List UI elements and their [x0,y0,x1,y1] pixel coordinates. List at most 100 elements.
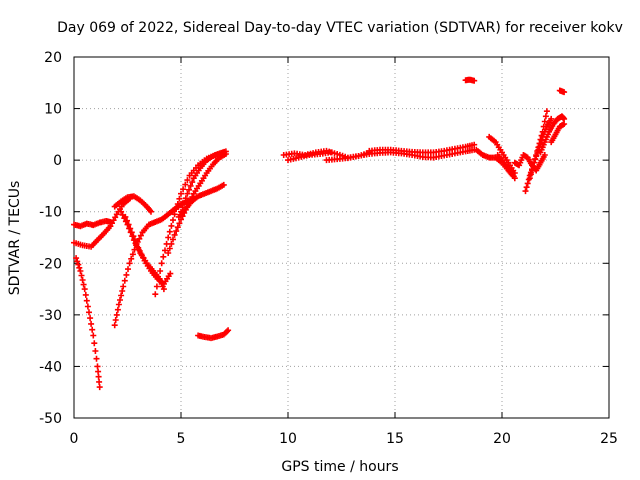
data-point [176,220,183,227]
data-point [165,250,172,256]
data-point [548,115,555,122]
y-tick-label: 10 [44,102,62,118]
y-tick-label: -10 [39,205,62,221]
data-point [471,77,478,84]
data-point [124,217,130,224]
data-point [543,108,550,115]
data-point [76,264,83,271]
data-point [160,253,167,260]
data-point [174,224,181,231]
data-point [225,327,232,334]
data-point [522,188,529,195]
data-point [112,317,119,323]
data-point [123,271,130,278]
data-point [86,309,92,316]
data-point [529,167,535,174]
data-point [167,270,174,277]
data-point [157,268,164,274]
data-point [180,186,187,193]
data-point [128,255,135,262]
data-point [524,180,531,187]
x-tick-label: 20 [493,431,511,447]
data-point [120,283,127,290]
data-point [189,179,196,186]
data-point [170,217,176,224]
data-point [122,213,129,220]
data-point [534,148,541,155]
y-tick-label: -50 [39,411,62,427]
data-point [176,195,183,202]
plot-frame [73,56,610,419]
data-point [531,159,538,166]
data-point [95,373,102,380]
x-tick-label: 25 [600,431,618,447]
x-axis-tick-labels: 0 5 10 15 20 25 [70,431,618,447]
data-point [148,208,154,215]
y-tick-label: 20 [44,50,62,66]
data-point [136,235,143,242]
data-point [540,123,547,130]
data-point [178,208,184,215]
data-point [135,244,142,251]
data-point [77,268,84,274]
data-point [168,240,175,247]
data-point [111,322,118,329]
data-point [523,184,530,191]
data-point [186,186,192,193]
data-point [73,255,80,262]
data-point [75,261,82,268]
data-point [140,254,146,261]
data-point [90,332,97,339]
data-point [181,199,188,206]
y-axis-label: SDTVAR / TECUs [7,181,23,296]
series-arc-a [71,218,114,230]
data-point [138,251,145,258]
data-point [471,141,478,148]
data-point [89,326,96,333]
data-point [173,206,180,213]
data-point [561,115,568,122]
data-point [162,247,168,254]
data-point [182,181,189,188]
data-point [182,195,189,202]
data-point [561,121,568,127]
y-tick-label: 0 [53,153,62,169]
data-point [153,283,160,290]
data-point [541,152,548,158]
data-point [155,275,162,282]
x-tick-label: 5 [177,431,186,447]
data-point [133,240,140,247]
y-tick-label: -30 [39,308,62,324]
series-arc-d [111,193,154,215]
series-arc-k [195,327,232,342]
data-point [74,258,81,265]
y-tick-label: -20 [39,256,62,272]
data-point [538,132,545,139]
data-point [166,245,173,252]
y-tick-label: -40 [39,359,62,375]
data-point [165,234,172,241]
data-point [118,292,125,299]
data-point [125,266,131,273]
x-tick-label: 10 [279,431,297,447]
y-axis-tick-labels: -50 -40 -30 -20 -10 0 10 20 [39,50,62,427]
data-point [158,260,165,267]
data-point [128,229,135,236]
data-point [171,211,178,218]
data-point [83,297,90,304]
data-point [91,340,98,347]
series-arc-q [462,76,478,84]
data-point [126,260,133,267]
data-point [93,355,100,362]
data-point [84,303,91,310]
data-point [542,113,549,120]
data-point [87,315,94,322]
data-point [224,328,230,335]
data-point [174,201,181,207]
data-point [94,363,101,370]
data-point [533,152,540,158]
data-point [171,231,178,238]
data-point [96,384,103,391]
